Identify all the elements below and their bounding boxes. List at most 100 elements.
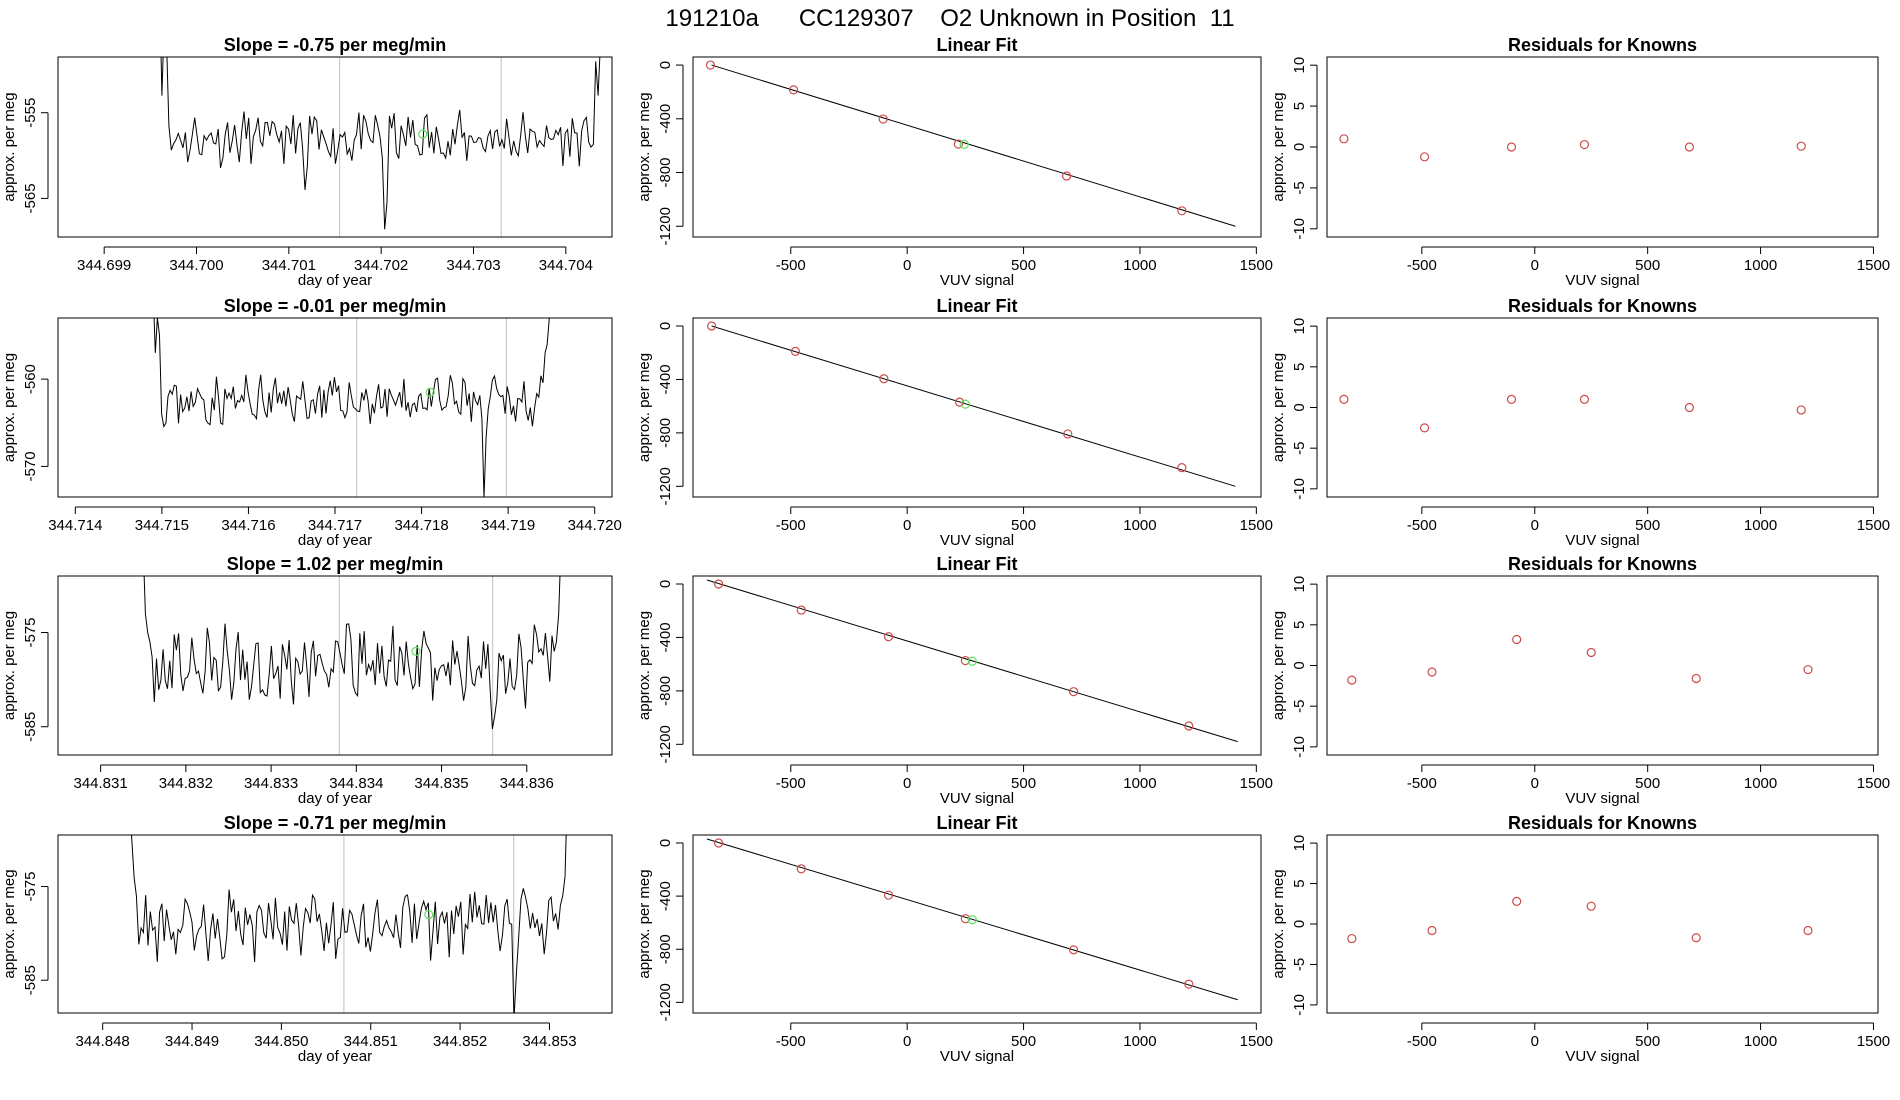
x-axis-label: VUV signal — [940, 1048, 1014, 1065]
known-point — [1339, 394, 1349, 404]
known-point — [883, 890, 894, 900]
known-point — [1796, 405, 1806, 415]
r2-resid-panel: Residuals for Knowns -500 0 500 1000 1500 10 5 0… — [1270, 296, 1890, 549]
x-axis-label: VUV signal — [1565, 790, 1639, 807]
y-tick-label: -585 — [22, 965, 39, 995]
y-axis-label: approx. per meg — [636, 869, 653, 978]
y-tick-label: -5 — [1291, 181, 1308, 194]
y-axis-label: approx. per meg — [1270, 92, 1287, 201]
y-axis-label: approx. per meg — [1270, 353, 1287, 462]
trace-line — [131, 835, 567, 1013]
x-axis-label: VUV signal — [940, 532, 1014, 549]
known-point — [1347, 933, 1357, 944]
figure-title: 191210a CC129307 O2 Unknown in Position … — [665, 5, 1234, 32]
known-point — [1177, 463, 1187, 473]
y-axis-label: approx. per meg — [636, 92, 653, 201]
known-point — [1069, 945, 1079, 955]
r4-fit-panel: Linear Fit -500 0 500 1000 1500 0 -400 -800 -1200… — [636, 813, 1273, 1065]
panel-title: Residuals for Knowns — [1508, 296, 1697, 316]
x-tick-label: 344.848 — [76, 1033, 130, 1050]
x-tick-label: -500 — [776, 1033, 806, 1050]
x-axis-label: VUV signal — [940, 790, 1014, 807]
y-tick-label: -1200 — [657, 725, 674, 763]
known-point — [1506, 142, 1517, 152]
x-axis-label: day of year — [298, 272, 372, 289]
known-point — [1579, 139, 1590, 150]
r2-fit-plot-area — [707, 321, 1236, 487]
known-point — [1427, 667, 1437, 677]
unknown-point — [960, 399, 970, 409]
r4-fit-plot-area — [706, 838, 1238, 1001]
known-point — [1579, 394, 1590, 404]
y-tick-label: -1200 — [657, 467, 674, 505]
known-point — [883, 632, 894, 642]
x-tick-label: 344.717 — [308, 517, 362, 534]
y-tick-label: -800 — [657, 676, 674, 706]
x-tick-label: 0 — [1531, 1033, 1539, 1050]
y-tick-label: 0 — [657, 839, 674, 847]
y-tick-label: -10 — [1291, 478, 1308, 500]
x-tick-label: -500 — [1407, 257, 1437, 274]
x-tick-label: 0 — [1531, 257, 1539, 274]
known-point — [1347, 675, 1357, 685]
known-point — [1684, 142, 1695, 152]
x-tick-label: 0 — [1531, 775, 1539, 792]
x-tick-label: 344.715 — [135, 517, 189, 534]
panel-title: Residuals for Knowns — [1508, 554, 1697, 574]
r2-trace-panel: Slope = -0.01 per meg/min 344.714 344.715 3… — [1, 296, 622, 549]
known-point — [954, 397, 965, 407]
x-tick-label: 344.718 — [394, 517, 448, 534]
x-tick-label: 500 — [1635, 257, 1660, 274]
x-tick-label: 1000 — [1123, 517, 1156, 534]
x-tick-label: 1500 — [1857, 257, 1890, 274]
x-tick-label: 1500 — [1240, 1033, 1273, 1050]
y-axis-label: approx. per meg — [636, 353, 653, 462]
x-tick-label: 344.703 — [446, 257, 500, 274]
x-tick-label: 344.852 — [433, 1033, 487, 1050]
y-tick-label: -575 — [22, 872, 39, 902]
x-tick-label: 344.832 — [159, 775, 213, 792]
x-tick-label: 344.849 — [165, 1033, 219, 1050]
x-tick-label: 1500 — [1240, 517, 1273, 534]
x-axis-label: VUV signal — [1565, 272, 1639, 289]
x-tick-label: 500 — [1635, 775, 1660, 792]
known-point — [1063, 429, 1073, 439]
x-tick-label: 500 — [1011, 257, 1036, 274]
x-tick-label: 344.702 — [354, 257, 408, 274]
y-axis-label: approx. per meg — [1270, 611, 1287, 720]
unknown-marker — [424, 910, 434, 920]
panel-title: Slope = 1.02 per meg/min — [227, 554, 444, 574]
x-tick-label: 344.704 — [539, 257, 593, 274]
fit-line — [706, 838, 1238, 1001]
r3-fit-plot-area — [706, 579, 1238, 743]
x-axis-label: day of year — [298, 532, 372, 549]
y-tick-label: -570 — [22, 451, 39, 481]
known-point — [1339, 134, 1349, 144]
y-tick-label: 5 — [1291, 621, 1308, 629]
known-point — [1427, 925, 1437, 936]
y-tick-label: -400 — [657, 622, 674, 652]
r3-trace-panel: Slope = 1.02 per meg/min 344.831 344.832 34… — [1, 554, 613, 807]
known-point — [1803, 664, 1813, 675]
y-tick-label: 10 — [1291, 835, 1308, 852]
known-point — [1184, 979, 1194, 989]
unknown-point — [959, 139, 969, 149]
x-tick-label: -500 — [1407, 775, 1437, 792]
r4-trace-panel: Slope = -0.71 per meg/min 344.848 344.849 3… — [1, 813, 613, 1065]
y-tick-label: 0 — [1291, 143, 1308, 151]
known-point — [790, 346, 801, 356]
x-tick-label: 0 — [903, 257, 911, 274]
x-axis-label: VUV signal — [1565, 1048, 1639, 1065]
x-tick-label: -500 — [1407, 517, 1437, 534]
trace-line — [153, 318, 550, 497]
y-tick-label: -800 — [657, 418, 674, 448]
known-point — [796, 605, 806, 615]
x-tick-label: -500 — [776, 517, 806, 534]
known-point — [960, 914, 970, 924]
y-tick-label: -1200 — [657, 207, 674, 245]
r1-trace-plot-area — [160, 57, 601, 237]
x-tick-label: 344.716 — [221, 517, 275, 534]
plot-frame — [57, 56, 613, 238]
x-tick-label: 344.699 — [77, 257, 131, 274]
y-tick-label: -585 — [22, 712, 39, 742]
